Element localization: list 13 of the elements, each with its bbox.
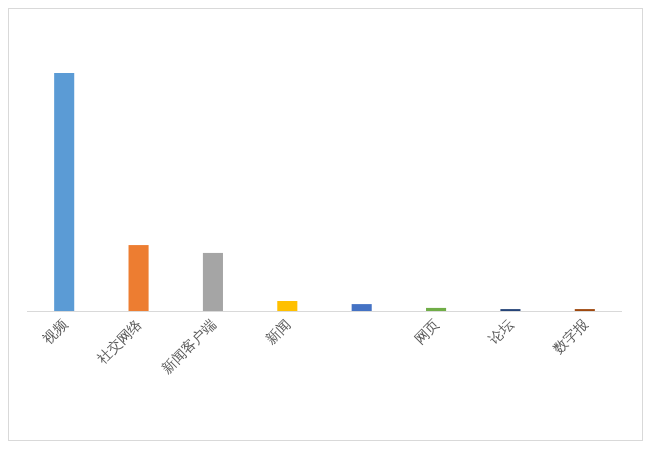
bar (277, 301, 298, 311)
bar (352, 304, 372, 311)
x-tick-label: 视频 (40, 316, 72, 348)
bar (426, 308, 446, 311)
bar (202, 252, 223, 311)
x-tick-label: 社交网络 (94, 316, 146, 368)
x-tick-label: 数字报 (550, 316, 592, 358)
bar (128, 245, 149, 311)
x-tick-label: 论坛 (486, 316, 518, 348)
x-tick-label: 新闻 (263, 316, 294, 348)
x-tick-label: 新闻客户端 (158, 316, 220, 378)
bar (54, 73, 74, 311)
x-tick-label: 网页 (412, 316, 443, 348)
